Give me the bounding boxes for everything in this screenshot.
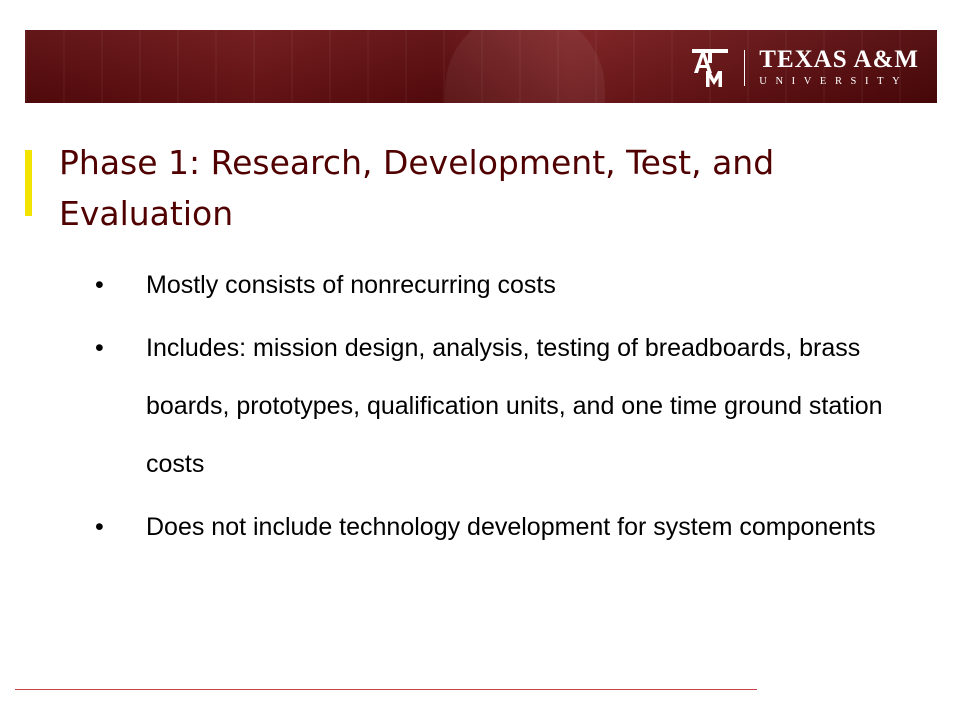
slide-title: Phase 1: Research, Development, Test, an… [59, 143, 775, 233]
banner-photo-texture [25, 30, 937, 103]
footer-divider-line [15, 689, 757, 690]
logo-name: TEXAS A&M [759, 46, 919, 73]
logo-divider [744, 50, 746, 86]
bullet-item: • Includes: mission design, analysis, te… [95, 319, 915, 493]
bullet-text: Does not include technology development … [146, 513, 876, 541]
title-accent-bar [25, 150, 32, 216]
building-dome-silhouette [445, 30, 605, 103]
bullet-icon: • [95, 513, 104, 541]
bullet-item: • Does not include technology developmen… [95, 498, 915, 556]
logo-wordmark: TEXAS A&M UNIVERSITY [759, 47, 919, 89]
header-banner: TEXAS A&M UNIVERSITY [25, 30, 937, 103]
bullet-icon: • [95, 271, 104, 299]
atm-logo-icon [688, 48, 732, 88]
bullet-list: • Mostly consists of nonrecurring costs … [95, 256, 915, 561]
bullet-item: • Mostly consists of nonrecurring costs [95, 256, 915, 314]
bullet-text: Mostly consists of nonrecurring costs [146, 271, 556, 299]
logo-subtitle: UNIVERSITY [759, 76, 909, 87]
texas-am-logo: TEXAS A&M UNIVERSITY [688, 46, 919, 90]
bullet-text: Includes: mission design, analysis, test… [146, 334, 883, 478]
bullet-icon: • [95, 334, 104, 362]
